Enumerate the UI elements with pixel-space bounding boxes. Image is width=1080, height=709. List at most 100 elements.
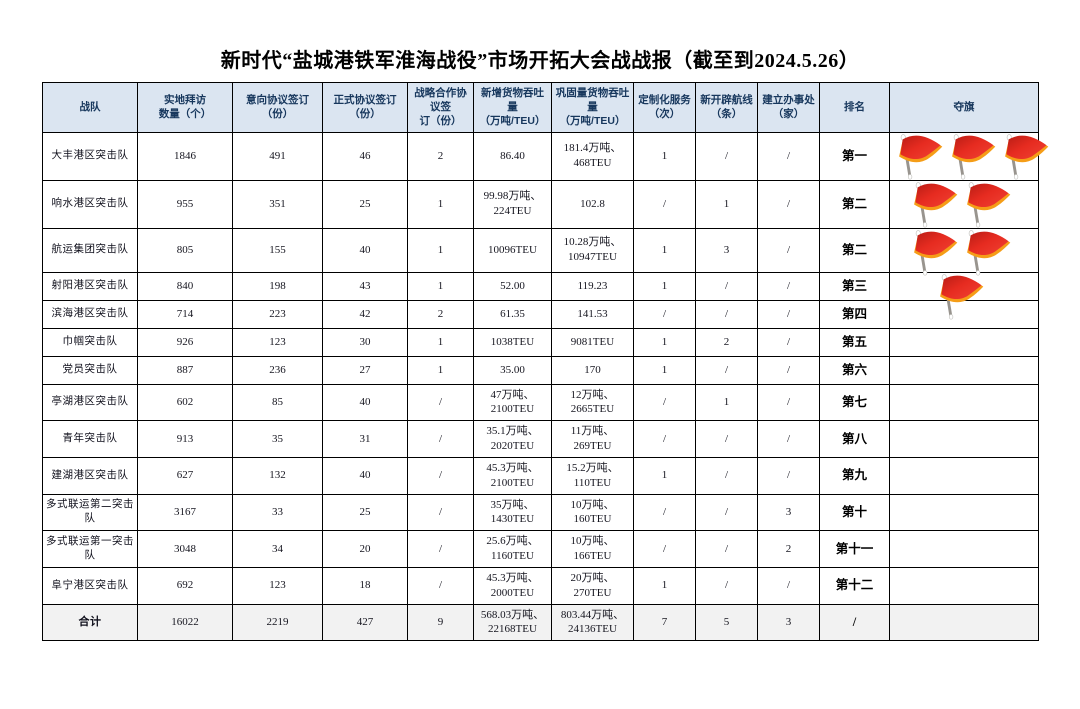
value-cell: / xyxy=(407,530,474,568)
value-cell: 181.4万吨、 468TEU xyxy=(551,131,634,181)
table-row: 多式联运第一突击队 3048 34 20/25.6万吨、 1160TEU 10万吨、 1… xyxy=(42,530,1039,568)
flags-cell xyxy=(889,327,1039,357)
value-cell: 1 xyxy=(633,227,696,273)
value-cell: 30 xyxy=(322,327,408,357)
value-cell: 198 xyxy=(232,271,323,301)
value-cell: 35.1万吨、 2020TEU xyxy=(473,420,552,458)
value-cell: 16022 xyxy=(137,603,233,642)
value-cell: 40 xyxy=(322,456,408,495)
flags-cell xyxy=(889,271,1039,320)
value-cell: 25.6万吨、 1160TEU xyxy=(473,530,552,568)
page-title: 新时代“盐城港铁军淮海战役”市场开拓大会战战报（截至到2024.5.26） xyxy=(220,50,860,72)
column-header: 定制化服务 （次） xyxy=(633,82,696,133)
value-cell: 20万吨、 270TEU xyxy=(551,566,634,605)
value-cell: / xyxy=(695,566,758,605)
column-header: 排名 xyxy=(819,82,890,133)
value-cell: / xyxy=(633,493,696,532)
flags-cell xyxy=(889,299,1039,329)
value-cell: 9 xyxy=(407,603,474,642)
value-cell: 1 xyxy=(633,327,696,357)
value-cell: 47万吨、 2100TEU xyxy=(473,383,552,422)
value-cell: 5 xyxy=(695,603,758,642)
red-flag-icon xyxy=(913,229,957,276)
value-cell: 223 xyxy=(232,299,323,329)
table-header-row: 战队 实地拜访 数量（个） 意向协议签订 （份） 正式协议签订 （份） 战略合作协议签 … xyxy=(42,82,1039,133)
value-cell: / xyxy=(633,383,696,422)
red-flag-icon xyxy=(913,181,957,228)
value-cell: / xyxy=(407,566,474,605)
value-cell: 926 xyxy=(137,327,233,357)
value-cell: 11万吨、 269TEU xyxy=(551,420,634,458)
value-cell: 1 xyxy=(407,355,474,385)
value-cell: 85 xyxy=(232,383,323,422)
value-cell: 2 xyxy=(407,131,474,181)
value-cell: 15.2万吨、 110TEU xyxy=(551,456,634,495)
value-cell: 35.00 xyxy=(473,355,552,385)
value-cell: 887 xyxy=(137,355,233,385)
value-cell: 33 xyxy=(232,493,323,532)
rank-cell: 第四 xyxy=(819,299,890,329)
value-cell: 3167 xyxy=(137,493,233,532)
red-flag-icon xyxy=(966,229,1010,276)
value-cell: 1 xyxy=(633,131,696,181)
value-cell: / xyxy=(757,271,820,301)
flags-cell xyxy=(889,179,1039,229)
red-flag-icon xyxy=(952,133,996,180)
value-cell: / xyxy=(633,530,696,568)
value-cell: 52.00 xyxy=(473,271,552,301)
value-cell: 40 xyxy=(322,227,408,273)
value-cell: / xyxy=(757,131,820,181)
value-cell: 955 xyxy=(137,179,233,229)
table-row: 射阳港区突击队 840 198 43 1 52.00 119.23 1// 第三 xyxy=(42,271,1039,320)
rank-cell: 第十一 xyxy=(819,530,890,568)
team-name-cell: 射阳港区突击队 xyxy=(42,271,138,301)
value-cell: / xyxy=(695,493,758,532)
value-cell: 1 xyxy=(633,566,696,605)
value-cell: 10.28万吨、 10947TEU xyxy=(551,227,634,273)
table-row: 多式联运第二突击队 3167 33 25/35万吨、 1430TEU 10万吨、 160… xyxy=(42,493,1039,532)
team-name-cell: 多式联运第一突击队 xyxy=(42,530,138,568)
value-cell: 3 xyxy=(757,603,820,642)
flags-cell xyxy=(889,383,1039,422)
value-cell: 9081TEU xyxy=(551,327,634,357)
value-cell: 2 xyxy=(407,299,474,329)
value-cell: 25 xyxy=(322,179,408,229)
value-cell: 236 xyxy=(232,355,323,385)
column-header: 夺旗 xyxy=(889,82,1039,133)
value-cell: 2219 xyxy=(232,603,323,642)
value-cell: 10096TEU xyxy=(473,227,552,273)
team-name-cell: 响水港区突击队 xyxy=(42,179,138,229)
column-header: 巩固量货物吞吐量 （万吨/TEU） xyxy=(551,82,634,133)
table-row: 建湖港区突击队 627 132 40/45.3万吨、 2100TEU 15.2万吨、 1… xyxy=(42,456,1039,495)
value-cell: 35万吨、 1430TEU xyxy=(473,493,552,532)
team-name-cell: 党员突击队 xyxy=(42,355,138,385)
value-cell: / xyxy=(633,299,696,329)
table-row: 党员突击队 887 236 27 1 35.00 170 1// 第六 xyxy=(42,355,1039,385)
value-cell: 840 xyxy=(137,271,233,301)
value-cell: 102.8 xyxy=(551,179,634,229)
value-cell: 427 xyxy=(322,603,408,642)
team-name-cell: 多式联运第二突击队 xyxy=(42,493,138,532)
flags-cell xyxy=(889,227,1039,276)
rank-cell: 第十 xyxy=(819,493,890,532)
value-cell: / xyxy=(695,299,758,329)
value-cell: 1 xyxy=(407,227,474,273)
team-name-cell: 合计 xyxy=(42,603,138,642)
value-cell: / xyxy=(407,493,474,532)
rank-cell: 第八 xyxy=(819,420,890,458)
value-cell: 3 xyxy=(695,227,758,273)
team-name-cell: 建湖港区突击队 xyxy=(42,456,138,495)
value-cell: / xyxy=(695,355,758,385)
value-cell: / xyxy=(407,456,474,495)
value-cell: / xyxy=(633,420,696,458)
value-cell: 692 xyxy=(137,566,233,605)
value-cell: / xyxy=(757,327,820,357)
value-cell: / xyxy=(695,420,758,458)
value-cell: 43 xyxy=(322,271,408,301)
team-name-cell: 航运集团突击队 xyxy=(42,227,138,273)
value-cell: 132 xyxy=(232,456,323,495)
value-cell: 627 xyxy=(137,456,233,495)
value-cell: 568.03万吨、 22168TEU xyxy=(473,603,552,642)
value-cell: / xyxy=(407,420,474,458)
